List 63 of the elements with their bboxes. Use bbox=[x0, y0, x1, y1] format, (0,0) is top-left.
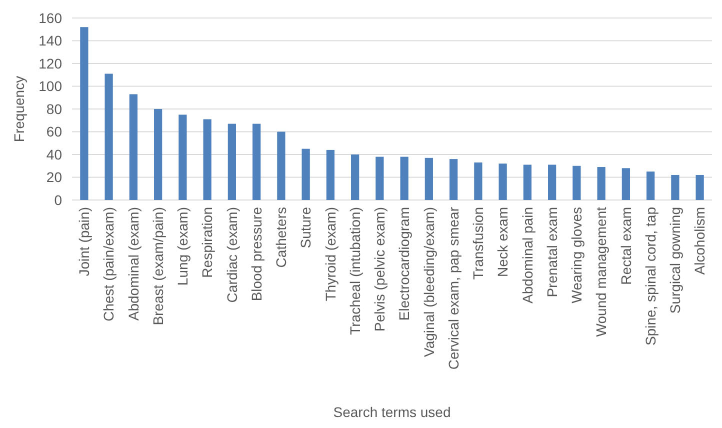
x-tick-label: Neck exam bbox=[494, 207, 511, 278]
y-tick-label: 20 bbox=[46, 169, 62, 186]
x-tick-label: Abdominal pain bbox=[519, 207, 536, 304]
y-tick-label: 120 bbox=[38, 55, 62, 72]
x-tick-label: Cervical exam, pap smear bbox=[445, 206, 462, 370]
bar bbox=[252, 124, 261, 200]
x-tick-label: Spine, spinal cord, tap bbox=[642, 206, 658, 346]
bar bbox=[622, 168, 630, 200]
x-tick-label: Alcoholism bbox=[692, 207, 708, 275]
x-tick-label: Wound management bbox=[593, 206, 610, 337]
x-tick-label: Breast (exam/pain) bbox=[150, 207, 166, 326]
x-tick-label: Suture bbox=[298, 206, 314, 248]
bar bbox=[154, 109, 162, 200]
bar bbox=[424, 158, 433, 200]
y-tick-label: 0 bbox=[54, 192, 62, 208]
x-tick-label: Electrocardiogram bbox=[396, 207, 412, 321]
bar bbox=[400, 156, 408, 200]
bar bbox=[277, 132, 286, 200]
y-tick-label: 80 bbox=[46, 100, 62, 117]
bar bbox=[178, 114, 187, 200]
bar bbox=[228, 124, 236, 200]
bar bbox=[450, 159, 458, 200]
bar bbox=[572, 166, 581, 200]
x-tick-label: Blood pressure bbox=[248, 206, 264, 302]
bar bbox=[523, 164, 532, 200]
y-tick-label: 100 bbox=[38, 78, 62, 94]
x-tick-label: Abdominal (exam) bbox=[125, 207, 142, 321]
bar bbox=[326, 150, 334, 200]
bar bbox=[376, 156, 384, 200]
x-tick-label: Rectal exam bbox=[618, 207, 634, 285]
x-tick-label: Thyroid (exam) bbox=[322, 207, 338, 302]
x-tick-label: Surgical gowning bbox=[667, 207, 684, 314]
x-tick-label: Pelvis (pelvic exam) bbox=[372, 207, 388, 332]
bar bbox=[104, 74, 113, 200]
x-tick-label: Wearing gloves bbox=[568, 207, 585, 304]
y-tick-label: 60 bbox=[46, 124, 62, 140]
bar bbox=[351, 154, 360, 200]
x-tick-label: Vaginal (bleeding/exam) bbox=[420, 207, 437, 357]
bar bbox=[671, 174, 680, 200]
bar bbox=[129, 94, 138, 200]
y-tick-label: 160 bbox=[38, 10, 62, 26]
x-tick-label: Joint (pain) bbox=[76, 207, 92, 276]
bar bbox=[696, 174, 704, 200]
bar bbox=[302, 148, 310, 200]
x-axis-title: Search terms used bbox=[333, 404, 451, 420]
y-tick-label: 40 bbox=[46, 146, 62, 162]
y-tick-label: 140 bbox=[38, 32, 62, 49]
x-tick-label: Prenatal exam bbox=[544, 207, 560, 298]
x-tick-label: Catheters bbox=[273, 207, 290, 268]
bar bbox=[646, 172, 655, 200]
x-tick-label: Lung (exam) bbox=[174, 207, 191, 286]
x-tick-label: Tracheal (intubation) bbox=[346, 207, 363, 335]
bar bbox=[597, 167, 606, 200]
bar bbox=[498, 164, 507, 200]
bar bbox=[203, 119, 212, 200]
y-axis-title: Frequency bbox=[10, 76, 27, 142]
bar bbox=[474, 162, 482, 200]
bar bbox=[80, 27, 88, 200]
x-tick-label: Respiration bbox=[199, 207, 216, 278]
x-tick-label: Cardiac (exam) bbox=[224, 207, 240, 303]
x-tick-label: Chest (pain/exam) bbox=[100, 207, 117, 322]
bar bbox=[548, 164, 556, 200]
x-tick-label: Transfusion bbox=[470, 207, 486, 280]
